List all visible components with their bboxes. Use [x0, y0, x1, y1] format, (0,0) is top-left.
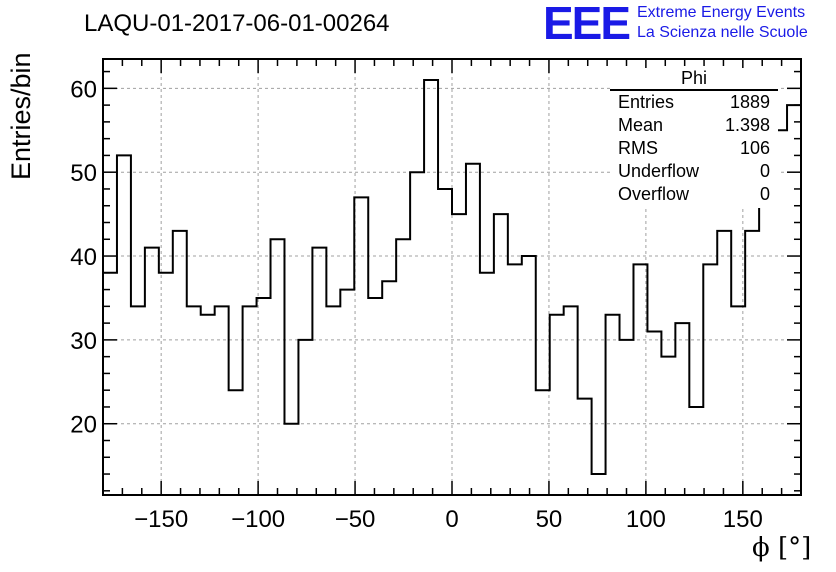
- x-tick-label: −50: [335, 506, 376, 533]
- eee-logo: EEE: [543, 0, 631, 49]
- y-axis-label: Entries/bin: [6, 52, 36, 180]
- x-axis-label: ϕ [°]: [752, 533, 812, 563]
- tick-labels: −150 −100 −50 0 50 100 150 20 30 40 50 60: [70, 76, 763, 533]
- axis-ticks: [102, 59, 802, 495]
- run-title: LAQU-01-2017-06-01-00264: [84, 10, 390, 37]
- y-tick-label: 60: [70, 76, 97, 103]
- stats-row-underflow: Underflow 0: [618, 161, 770, 183]
- stats-label: Underflow: [618, 161, 700, 181]
- stats-value: 1.398: [724, 115, 770, 135]
- x-tick-label: −100: [231, 506, 285, 533]
- y-tick-label: 50: [70, 160, 97, 187]
- stats-box: Phi Entries 1889 Mean 1.398 RMS 106 Unde…: [610, 68, 778, 208]
- logo-subtitle-line2: La Scienza nelle Scuole: [637, 24, 808, 41]
- stats-value: 106: [739, 138, 770, 158]
- stats-label: Entries: [618, 92, 675, 112]
- plot-frame: [102, 58, 802, 496]
- stats-row-overflow: Overflow 0: [618, 184, 770, 206]
- histogram-step-line: [103, 78, 801, 476]
- y-tick-label: 30: [70, 328, 97, 355]
- x-tick-label: −150: [134, 506, 188, 533]
- stats-title: Phi: [680, 68, 707, 88]
- x-tick-label: 50: [536, 506, 563, 533]
- x-tick-label: 100: [626, 506, 666, 533]
- logo-subtitle-line1: Extreme Energy Events: [637, 4, 806, 21]
- stats-row-entries: Entries 1889: [618, 92, 770, 114]
- stats-row-mean: Mean 1.398: [618, 115, 770, 137]
- stats-divider: [610, 89, 778, 91]
- stats-label: Overflow: [618, 184, 690, 204]
- x-tick-label: 150: [723, 506, 763, 533]
- y-tick-label: 20: [70, 412, 97, 439]
- stats-label: Mean: [618, 115, 664, 135]
- stats-label: RMS: [618, 138, 658, 158]
- y-tick-label: 40: [70, 244, 97, 271]
- stats-value: 1889: [729, 92, 770, 112]
- stats-value: 0: [759, 184, 770, 204]
- stats-row-rms: RMS 106: [618, 138, 770, 160]
- x-tick-label: 0: [445, 506, 458, 533]
- stats-value: 0: [759, 161, 770, 181]
